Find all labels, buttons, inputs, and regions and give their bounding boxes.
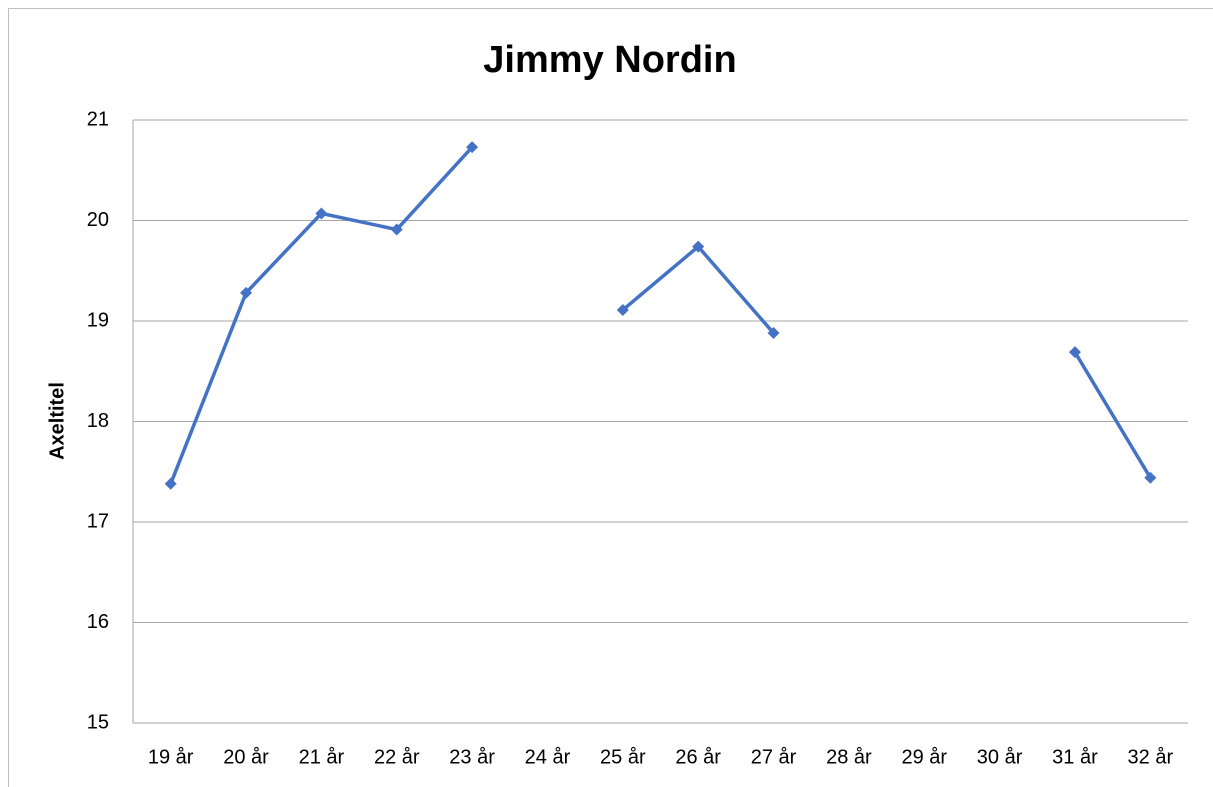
point-marker [164,477,177,490]
x-tick-label: 23 år [449,746,495,768]
y-axis-label: Axeltitel [46,382,68,460]
chart-frame [8,8,1213,787]
point-marker [767,327,780,340]
point-marker [692,240,705,253]
x-tick-label: 30 år [977,746,1023,768]
point-marker [1144,471,1157,484]
x-tick-label: 21 år [299,746,345,768]
point-marker [466,141,479,154]
y-tick-label: 15 [87,711,109,733]
y-tick-label: 18 [87,410,109,432]
y-tick-label: 17 [87,510,109,532]
y-tick-label: 19 [87,309,109,331]
x-tick-label: 26 år [675,746,721,768]
x-tick-label: 25 år [600,746,646,768]
x-tick-label: 29 år [901,746,947,768]
point-marker [1068,346,1081,359]
chart-title: Jimmy Nordin [483,39,736,81]
x-tick-label: 28 år [826,746,872,768]
y-tick-label: 20 [87,209,109,231]
x-tick-label: 22 år [374,746,420,768]
y-tick-label: 21 [87,108,109,130]
x-tick-label: 19 år [148,746,194,768]
x-tick-label: 20 år [223,746,269,768]
point-marker [616,303,629,316]
y-tick-label: 16 [87,611,109,633]
x-tick-label: 24 år [525,746,571,768]
point-marker [390,223,403,236]
point-marker [240,286,253,299]
x-tick-label: 32 år [1128,746,1174,768]
point-marker [315,207,328,220]
x-tick-label: 31 år [1052,746,1098,768]
x-tick-label: 27 år [751,746,797,768]
